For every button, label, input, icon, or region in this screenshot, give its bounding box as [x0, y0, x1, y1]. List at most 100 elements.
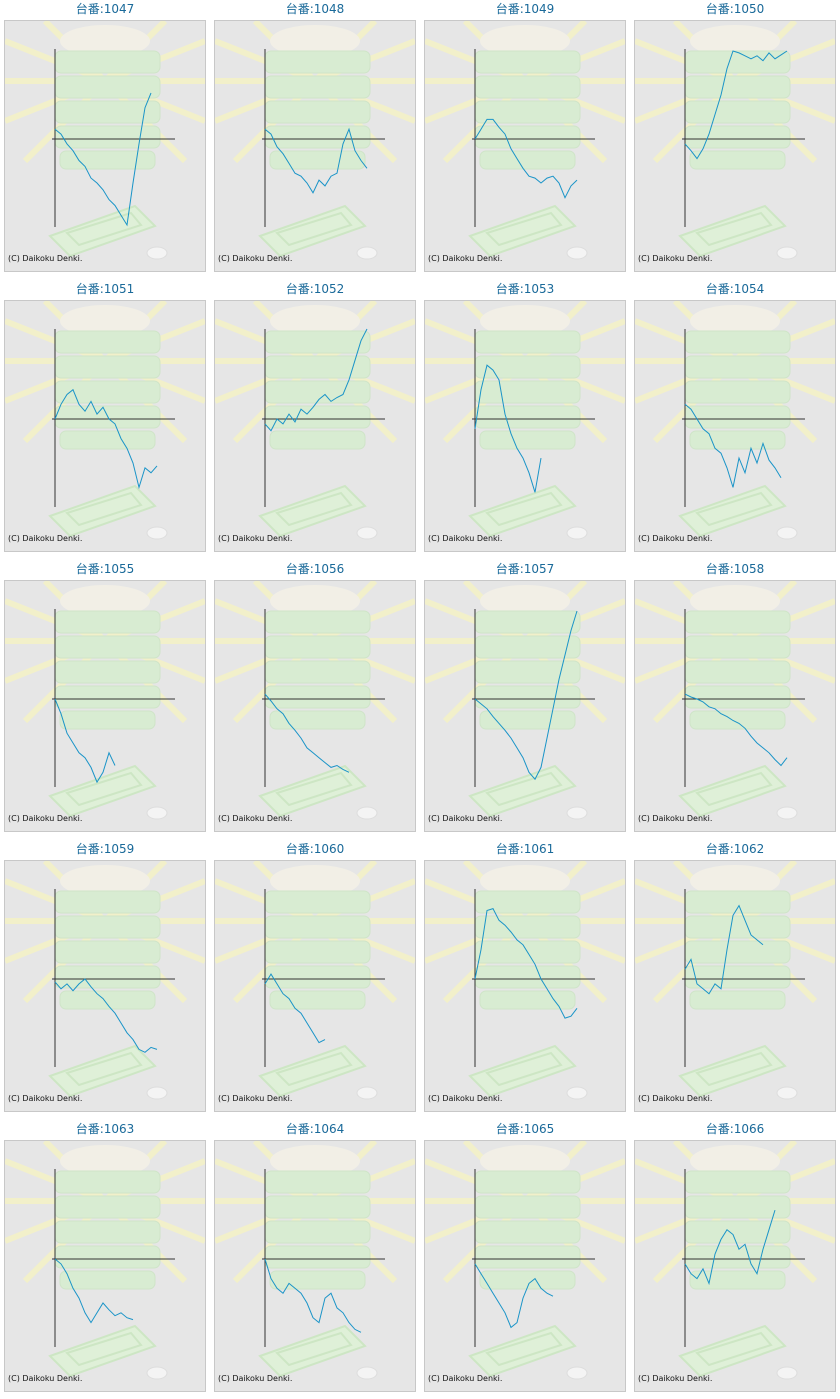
chart-box: (C) Daikoku Denki.	[634, 860, 836, 1112]
chart-box: (C) Daikoku Denki.	[4, 580, 206, 832]
chart-svg	[215, 1141, 415, 1391]
chart-cell: 台番:1056 (C) Daikoku Denki.	[210, 560, 420, 839]
chart-svg	[5, 301, 205, 551]
chart-svg	[215, 301, 415, 551]
chart-svg	[635, 861, 835, 1111]
chart-box: (C) Daikoku Denki.	[634, 20, 836, 272]
chart-svg	[5, 1141, 205, 1391]
background-art	[5, 301, 205, 539]
data-line	[684, 403, 782, 488]
chart-box: (C) Daikoku Denki.	[214, 300, 416, 552]
data-line	[684, 693, 788, 767]
chart-box: (C) Daikoku Denki.	[4, 300, 206, 552]
chart-title: 台番:1064	[285, 1122, 345, 1136]
chart-svg	[215, 861, 415, 1111]
credit: (C) Daikoku Denki.	[218, 1374, 293, 1383]
chart-cell: 台番:1058 (C) Daikoku Denki.	[630, 560, 840, 839]
chart-svg	[635, 21, 835, 271]
chart-cell: 台番:1059 (C) Daikoku Denki.	[0, 840, 210, 1119]
data-line	[474, 610, 578, 781]
credit: (C) Daikoku Denki.	[428, 1094, 503, 1103]
background-art	[635, 861, 835, 1099]
data-line	[264, 693, 350, 773]
chart-title: 台番:1052	[285, 282, 345, 296]
chart-box: (C) Daikoku Denki.	[424, 1140, 626, 1392]
credit: (C) Daikoku Denki.	[218, 534, 293, 543]
chart-svg	[425, 301, 625, 551]
background-art	[425, 301, 625, 539]
chart-cell: 台番:1047 (C) Daikoku Denki.	[0, 0, 210, 279]
chart-title: 台番:1057	[495, 562, 555, 576]
chart-svg	[425, 21, 625, 271]
chart-box: (C) Daikoku Denki.	[214, 20, 416, 272]
chart-box: (C) Daikoku Denki.	[634, 300, 836, 552]
chart-svg	[635, 1141, 835, 1391]
chart-box: (C) Daikoku Denki.	[214, 860, 416, 1112]
background-art	[635, 1141, 835, 1379]
chart-box: (C) Daikoku Denki.	[424, 300, 626, 552]
chart-svg	[5, 861, 205, 1111]
data-line	[54, 388, 158, 490]
credit: (C) Daikoku Denki.	[428, 814, 503, 823]
chart-title: 台番:1059	[75, 842, 135, 856]
chart-svg	[635, 301, 835, 551]
chart-svg	[425, 861, 625, 1111]
background-art	[5, 581, 205, 819]
background-art	[215, 21, 415, 259]
chart-cell: 台番:1065 (C) Daikoku Denki.	[420, 1120, 630, 1399]
data-line	[684, 1209, 776, 1286]
credit: (C) Daikoku Denki.	[8, 534, 83, 543]
chart-box: (C) Daikoku Denki.	[4, 1140, 206, 1392]
credit: (C) Daikoku Denki.	[638, 814, 713, 823]
chart-box: (C) Daikoku Denki.	[214, 580, 416, 832]
chart-cell: 台番:1062 (C) Daikoku Denki.	[630, 840, 840, 1119]
chart-box: (C) Daikoku Denki.	[4, 20, 206, 272]
background-art	[635, 301, 835, 539]
chart-title: 台番:1062	[705, 842, 765, 856]
credit: (C) Daikoku Denki.	[428, 1374, 503, 1383]
chart-cell: 台番:1063 (C) Daikoku Denki.	[0, 1120, 210, 1399]
chart-title: 台番:1056	[285, 562, 345, 576]
chart-svg	[425, 581, 625, 831]
credit: (C) Daikoku Denki.	[218, 1094, 293, 1103]
chart-svg	[215, 21, 415, 271]
background-art	[215, 581, 415, 819]
chart-cell: 台番:1053 (C) Daikoku Denki.	[420, 280, 630, 559]
credit: (C) Daikoku Denki.	[8, 814, 83, 823]
chart-box: (C) Daikoku Denki.	[214, 1140, 416, 1392]
chart-cell: 台番:1052 (C) Daikoku Denki.	[210, 280, 420, 559]
background-art	[215, 1141, 415, 1379]
data-line	[264, 973, 326, 1044]
chart-cell: 台番:1048 (C) Daikoku Denki.	[210, 0, 420, 279]
chart-svg	[215, 581, 415, 831]
data-line	[474, 1263, 554, 1329]
chart-box: (C) Daikoku Denki.	[634, 580, 836, 832]
credit: (C) Daikoku Denki.	[428, 534, 503, 543]
chart-cell: 台番:1051 (C) Daikoku Denki.	[0, 280, 210, 559]
data-line	[474, 364, 542, 493]
chart-box: (C) Daikoku Denki.	[424, 20, 626, 272]
chart-title: 台番:1065	[495, 1122, 555, 1136]
background-art	[215, 861, 415, 1099]
chart-title: 台番:1051	[75, 282, 135, 296]
data-line	[264, 127, 368, 194]
background-art	[425, 861, 625, 1099]
chart-svg	[425, 1141, 625, 1391]
data-line	[264, 1258, 362, 1333]
data-line	[474, 118, 578, 199]
data-line	[684, 50, 788, 160]
chart-box: (C) Daikoku Denki.	[634, 1140, 836, 1392]
chart-box: (C) Daikoku Denki.	[4, 860, 206, 1112]
background-art	[425, 1141, 625, 1379]
chart-title: 台番:1048	[285, 2, 345, 16]
chart-cell: 台番:1061 (C) Daikoku Denki.	[420, 840, 630, 1119]
chart-cell: 台番:1055 (C) Daikoku Denki.	[0, 560, 210, 839]
data-line	[474, 907, 578, 1019]
credit: (C) Daikoku Denki.	[8, 254, 83, 263]
data-line	[54, 92, 152, 227]
credit: (C) Daikoku Denki.	[638, 1094, 713, 1103]
background-art	[635, 21, 835, 259]
chart-title: 台番:1047	[75, 2, 135, 16]
chart-title: 台番:1066	[705, 1122, 765, 1136]
